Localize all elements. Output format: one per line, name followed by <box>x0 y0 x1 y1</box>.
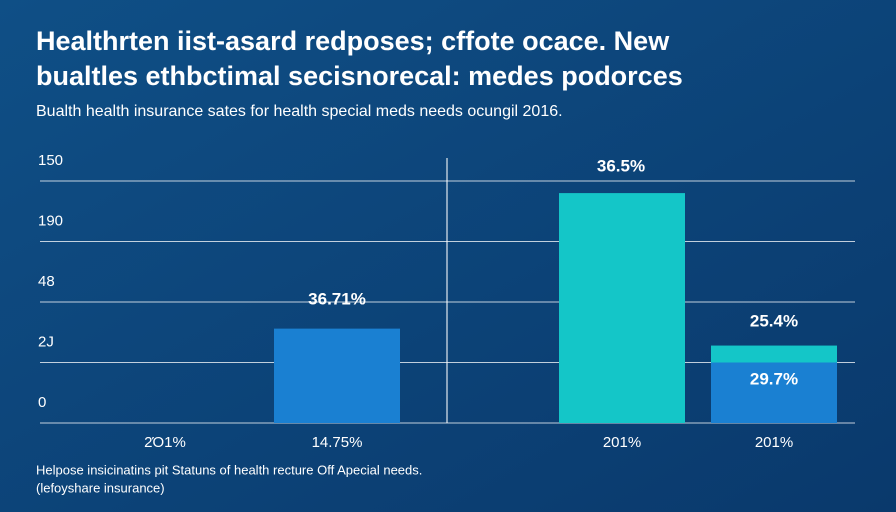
chart-title: bualtles ethbctimal secisnorecal: medes … <box>36 61 683 91</box>
y-tick-label: 0 <box>38 394 46 411</box>
y-tick-label: 190 <box>38 212 63 229</box>
y-tick-label: 2Ј <box>38 333 54 350</box>
bar <box>711 362 837 423</box>
bar <box>274 328 400 423</box>
chart-title: Healthrten iist-asard redposes; cffote o… <box>36 26 670 56</box>
y-tick-label: 150 <box>38 152 63 169</box>
x-tick-label: 201% <box>755 434 793 451</box>
bar-label: 36.5% <box>597 156 645 175</box>
bar-label: 29.7% <box>750 369 798 388</box>
x-tick-label: 14.75% <box>312 434 363 451</box>
y-tick-label: 48 <box>38 273 55 290</box>
chart-subtitle: Bualth health insurance sates for health… <box>36 103 563 120</box>
plot-area: 0 2Ј 48 190 150 2Ό1% 14.75% 201% 201% <box>38 152 855 451</box>
x-tick-label: 201% <box>603 434 641 451</box>
footnote: Helpose insicinatins pit Statuns of heal… <box>36 462 422 477</box>
x-tick-label: 2Ό1% <box>144 434 186 451</box>
footnote: (lefoyshare insurance) <box>36 480 165 495</box>
bar-label: 25.4% <box>750 311 798 330</box>
bar-label: 36.71% <box>308 289 366 308</box>
bar <box>559 193 685 423</box>
bar <box>711 345 837 363</box>
